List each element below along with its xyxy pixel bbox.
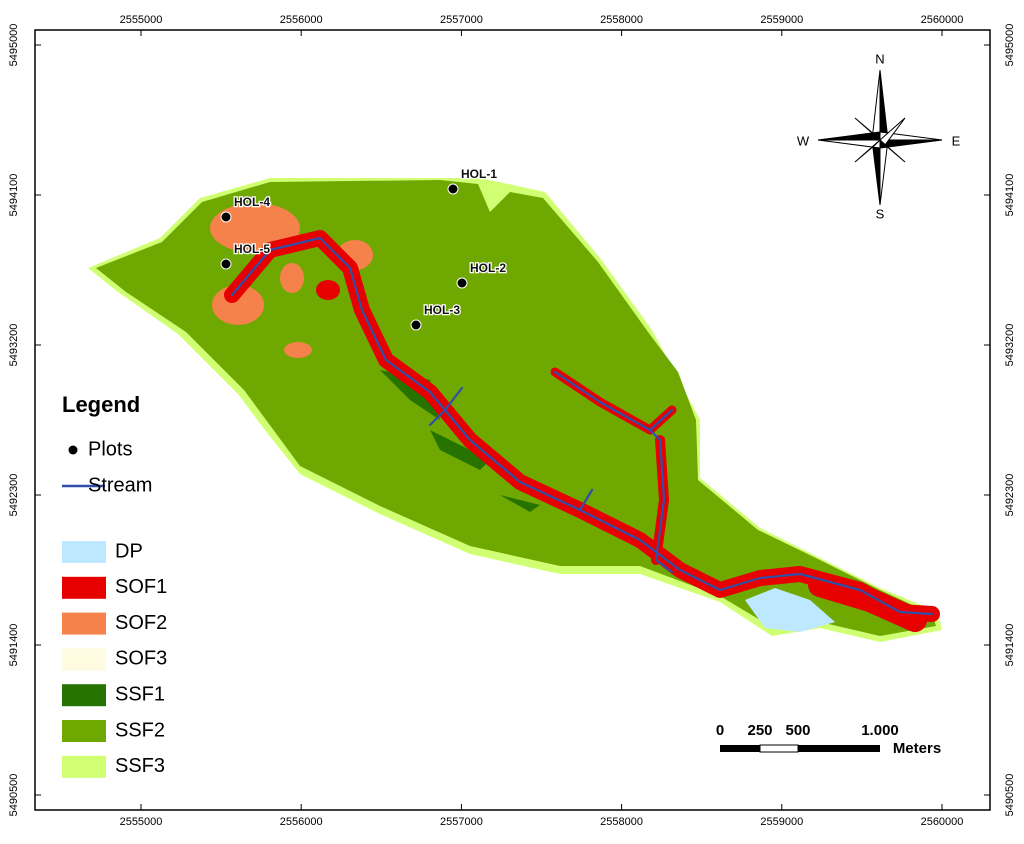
sof2-patch bbox=[280, 263, 304, 293]
x-tick-label: 2559000 bbox=[760, 816, 803, 828]
scale-bar bbox=[720, 744, 880, 753]
x-tick-label: 2557000 bbox=[440, 14, 483, 26]
sof1-corridor bbox=[808, 573, 927, 632]
y-tick-label: 5495000 bbox=[1004, 24, 1016, 67]
x-tick-label: 2556000 bbox=[280, 816, 323, 828]
stream bbox=[553, 370, 674, 574]
compass-arrow bbox=[879, 139, 906, 163]
stream bbox=[428, 386, 464, 427]
plot-label: HOL-2 bbox=[470, 261, 506, 275]
legend-label: SOF1 bbox=[115, 576, 167, 598]
x-tick-label: 2560000 bbox=[921, 14, 964, 26]
legend-swatch bbox=[62, 684, 106, 707]
legend-label: SSF2 bbox=[115, 719, 165, 741]
x-tick-label: 2555000 bbox=[120, 14, 163, 26]
sof1-patch bbox=[316, 280, 340, 300]
scale-label: 0 bbox=[716, 722, 724, 739]
legend-swatch bbox=[62, 612, 106, 635]
y-tick-label: 5491400 bbox=[8, 624, 20, 667]
y-tick-label: 5490500 bbox=[8, 774, 20, 817]
compass-arrow bbox=[879, 131, 943, 141]
plot-point bbox=[456, 277, 468, 289]
plot-point bbox=[220, 258, 232, 270]
legend-label: SSF1 bbox=[115, 683, 165, 705]
y-tick-label: 5493200 bbox=[1004, 324, 1016, 367]
x-tick-label: 2555000 bbox=[120, 816, 163, 828]
x-tick-label: 2557000 bbox=[440, 816, 483, 828]
plot-label: HOL-1 bbox=[461, 167, 497, 181]
scale-segment bbox=[759, 744, 799, 753]
scale-segment bbox=[720, 745, 760, 752]
scale-label: 250 bbox=[747, 722, 772, 739]
compass-east: E bbox=[952, 133, 961, 148]
y-tick-label: 5490500 bbox=[1004, 774, 1016, 817]
compass-arrow bbox=[854, 117, 881, 141]
plot-label: HOL-5 bbox=[234, 242, 270, 256]
stream-zone bbox=[224, 230, 940, 632]
legend-label: DP bbox=[115, 540, 143, 562]
scale-segment bbox=[798, 745, 880, 752]
legend-swatch bbox=[62, 755, 106, 778]
compass-west: W bbox=[797, 133, 810, 148]
y-tick-label: 5494100 bbox=[8, 174, 20, 217]
legend-label: SOF2 bbox=[115, 612, 167, 634]
stream bbox=[578, 488, 594, 512]
plot-point bbox=[410, 319, 422, 331]
y-tick-label: 5494100 bbox=[1004, 174, 1016, 217]
legend-swatch bbox=[62, 720, 106, 742]
legend-label: Stream bbox=[88, 474, 152, 496]
y-tick-label: 5492300 bbox=[8, 474, 20, 517]
legend-label: Plots bbox=[88, 438, 132, 460]
stream bbox=[230, 236, 934, 616]
plot-point bbox=[447, 183, 459, 195]
scale-label: 500 bbox=[785, 722, 810, 739]
legend-swatch bbox=[62, 541, 106, 563]
plot-label: HOL-3 bbox=[424, 303, 460, 317]
compass-north: N bbox=[875, 51, 884, 66]
compass bbox=[817, 69, 943, 206]
sof2-patch bbox=[284, 342, 312, 358]
x-tick-label: 2558000 bbox=[600, 816, 643, 828]
x-tick-label: 2556000 bbox=[280, 14, 323, 26]
y-tick-label: 5492300 bbox=[1004, 474, 1016, 517]
legend-swatch bbox=[62, 576, 106, 599]
legend-plot-symbol bbox=[68, 445, 78, 455]
legend-swatch bbox=[62, 648, 106, 671]
y-tick-label: 5495000 bbox=[8, 24, 20, 67]
legend-title: Legend bbox=[62, 392, 140, 417]
x-tick-label: 2559000 bbox=[760, 14, 803, 26]
legend-label: SSF3 bbox=[115, 755, 165, 777]
x-tick-label: 2560000 bbox=[921, 816, 964, 828]
ssf1-patches bbox=[380, 370, 540, 512]
catchment-ssf2 bbox=[96, 180, 936, 636]
scale-label: 1.000 bbox=[861, 722, 899, 739]
x-tick-label: 2558000 bbox=[600, 14, 643, 26]
compass-south: S bbox=[876, 206, 885, 221]
dp-area bbox=[745, 588, 835, 632]
compass-arrow bbox=[854, 139, 881, 163]
scale-unit: Meters bbox=[893, 740, 941, 757]
stream bbox=[648, 408, 674, 432]
plot-point bbox=[220, 211, 232, 223]
y-tick-label: 5491400 bbox=[1004, 624, 1016, 667]
legend-label: SOF3 bbox=[115, 648, 167, 670]
plot-label: HOL-4 bbox=[234, 195, 270, 209]
y-tick-label: 5493200 bbox=[8, 324, 20, 367]
